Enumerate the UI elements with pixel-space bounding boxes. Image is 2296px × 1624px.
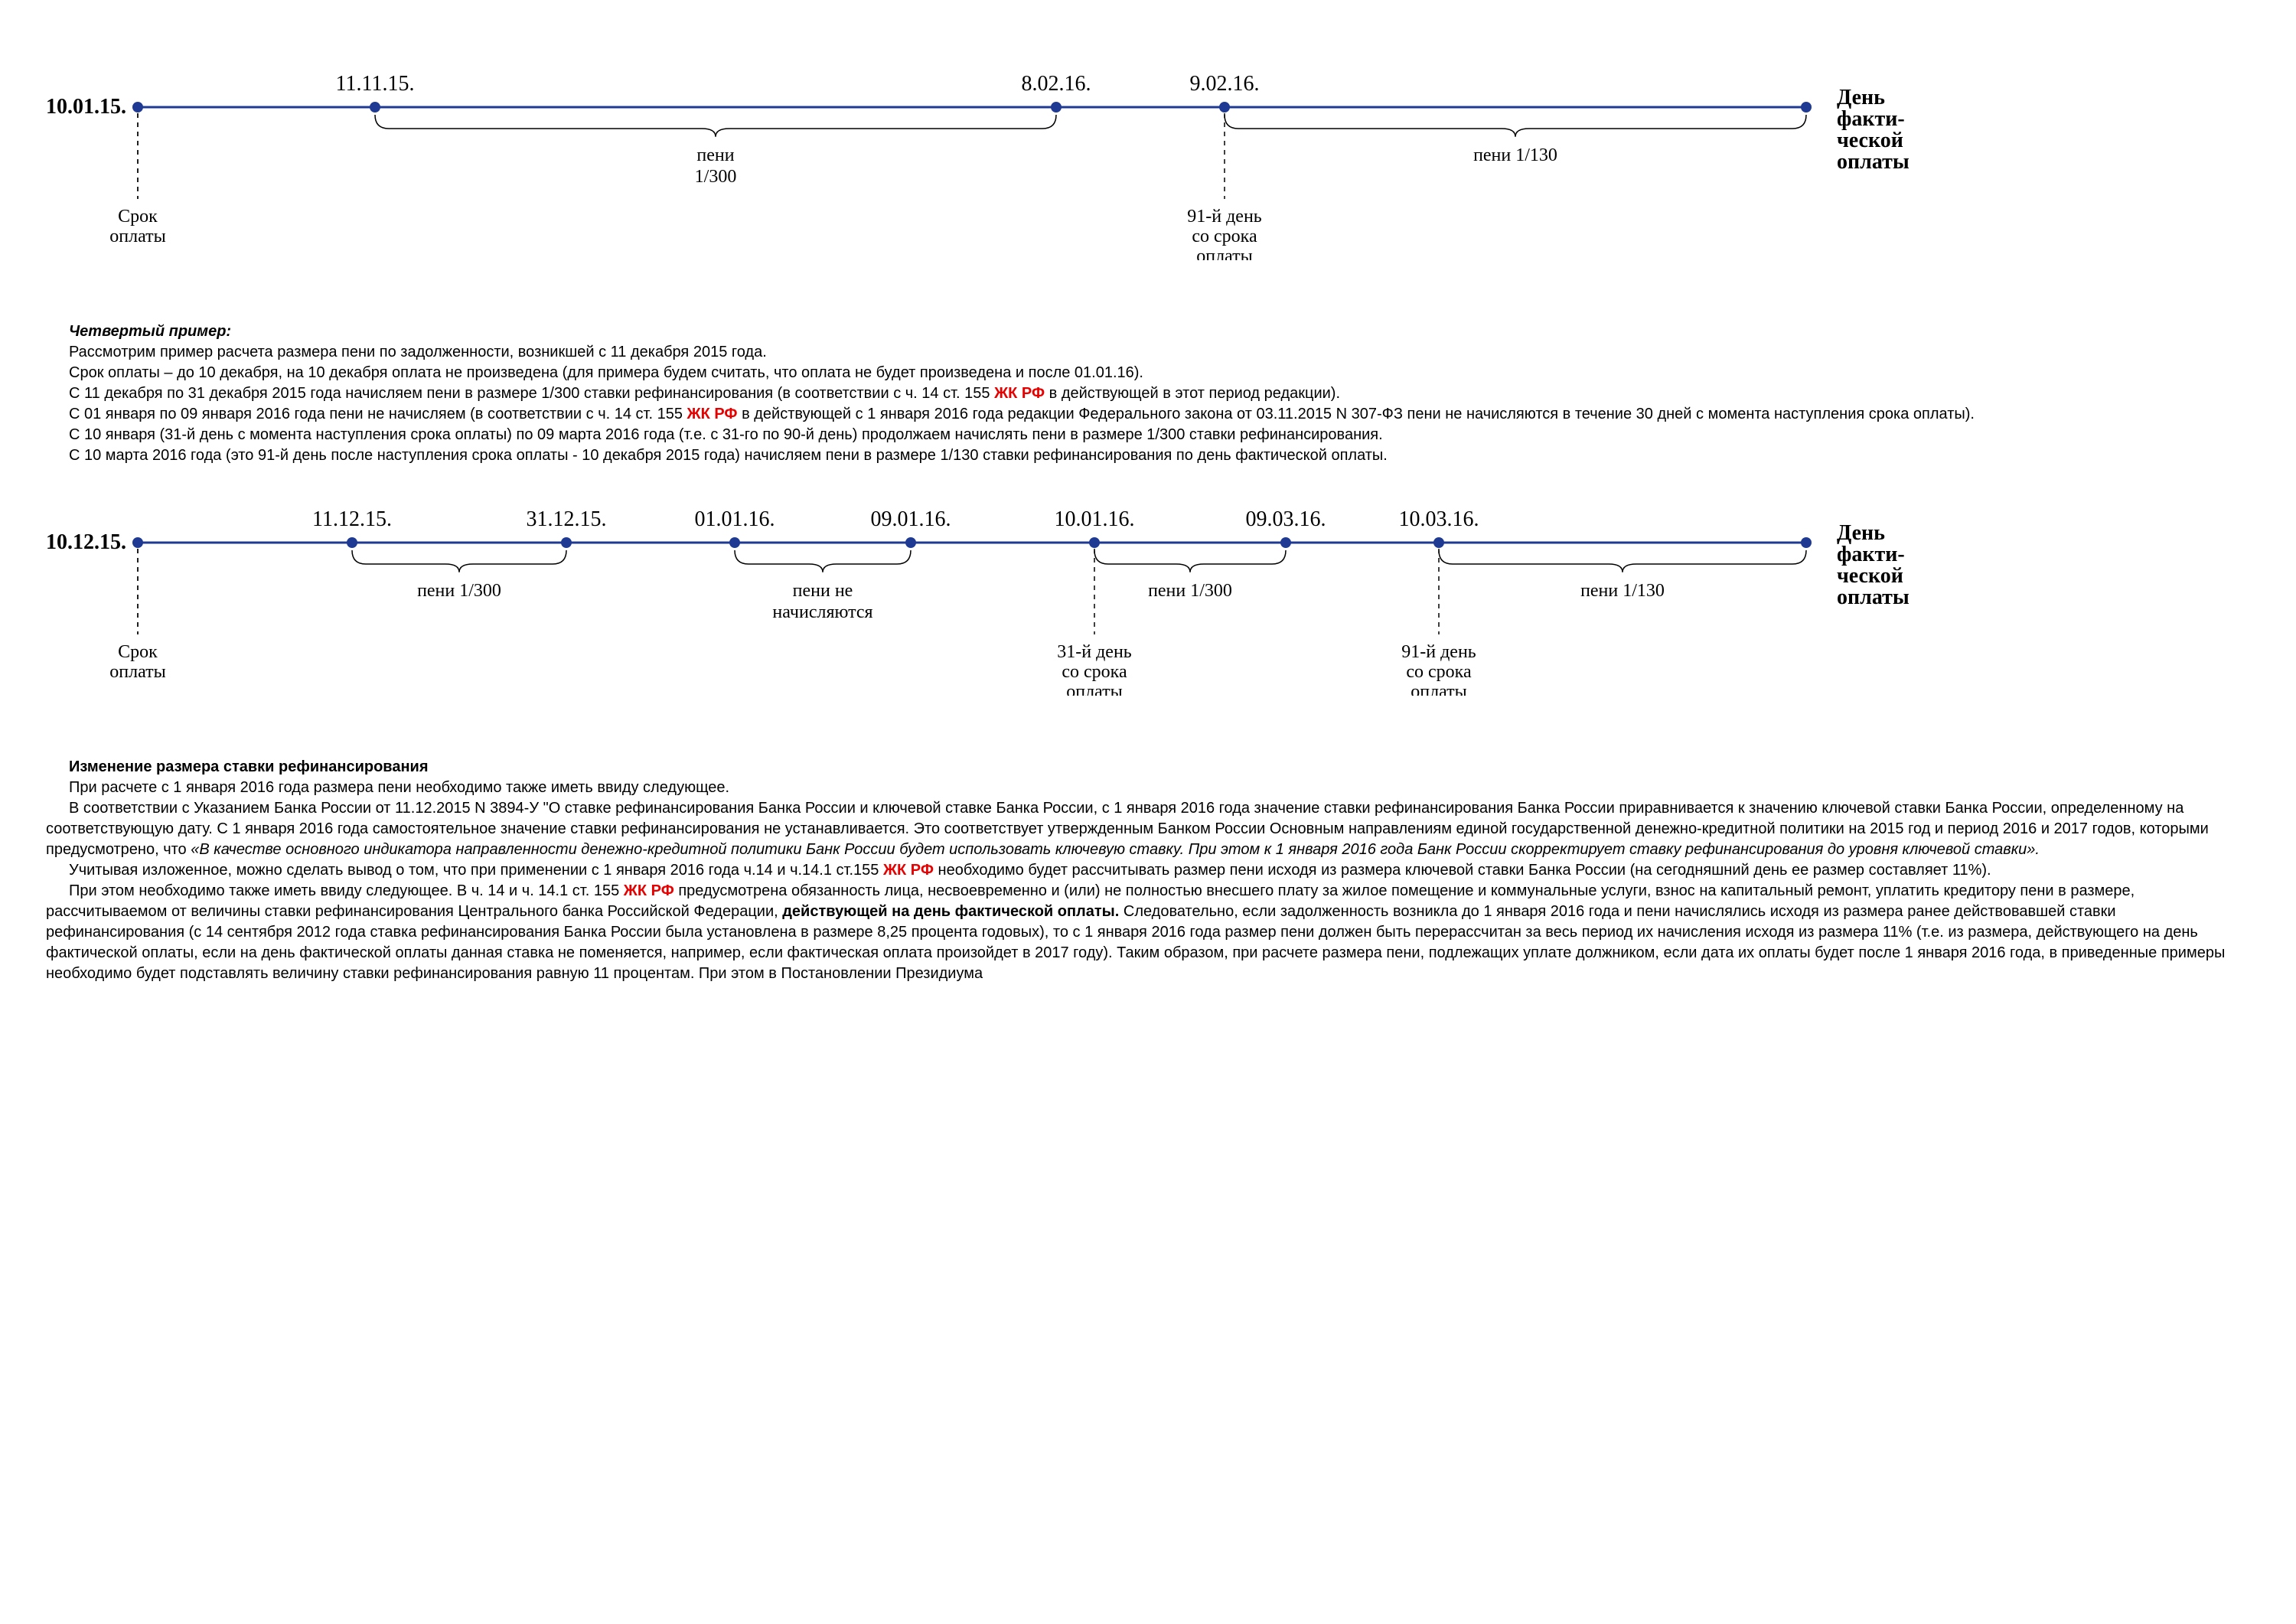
svg-text:со срока: со срока <box>1406 662 1472 682</box>
svg-text:ческой: ческой <box>1837 564 1903 588</box>
svg-text:оплаты: оплаты <box>1837 150 1910 174</box>
svg-text:оплаты: оплаты <box>1837 585 1910 609</box>
rate-change-section: Изменение размера ставки рефинансировани… <box>46 757 2250 984</box>
example-4-text: Четвертый пример: Рассмотрим пример расч… <box>46 321 2250 466</box>
rate-title: Изменение размера ставки рефинансировани… <box>69 758 429 775</box>
svg-text:09.03.16.: 09.03.16. <box>1246 507 1326 531</box>
svg-text:оплаты: оплаты <box>1411 682 1466 696</box>
svg-text:1/300: 1/300 <box>695 167 737 187</box>
svg-text:пени 1/300: пени 1/300 <box>1148 581 1232 601</box>
svg-text:Срок: Срок <box>118 642 158 662</box>
example-4-p6: С 10 марта 2016 года (это 91-й день посл… <box>46 445 2250 466</box>
zhk-rf-ref: ЖК РФ <box>994 385 1045 402</box>
svg-text:пени 1/300: пени 1/300 <box>417 581 501 601</box>
svg-text:пени 1/130: пени 1/130 <box>1580 581 1665 601</box>
rate-p2: В соответствии с Указанием Банка России … <box>46 798 2250 860</box>
timeline-2: 10.12.15.Срокоплаты11.12.15.31.12.15.01.… <box>46 497 2250 696</box>
example-4-p3: С 11 декабря по 31 декабря 2015 года нач… <box>46 383 2250 404</box>
svg-text:оплаты: оплаты <box>1066 682 1122 696</box>
svg-text:91-й день: 91-й день <box>1401 642 1476 662</box>
svg-text:Срок: Срок <box>118 207 158 227</box>
rate-p3: Учитывая изложенное, можно сделать вывод… <box>46 860 2250 881</box>
rate-p4: При этом необходимо также иметь ввиду сл… <box>46 881 2250 984</box>
svg-text:со срока: со срока <box>1062 662 1127 682</box>
timeline-1: 10.01.15.Срокоплаты11.11.15.8.02.16.9.02… <box>46 61 2250 260</box>
svg-text:01.01.16.: 01.01.16. <box>695 507 775 531</box>
zhk-rf-ref: ЖК РФ <box>883 862 934 879</box>
svg-text:11.11.15.: 11.11.15. <box>336 72 415 96</box>
example-4-p4: С 01 января по 09 января 2016 года пени … <box>46 404 2250 425</box>
svg-text:31-й день: 31-й день <box>1057 642 1132 662</box>
example-4-p2: Срок оплаты – до 10 декабря, на 10 декаб… <box>46 363 2250 383</box>
svg-text:оплаты: оплаты <box>109 227 165 246</box>
svg-text:факти-: факти- <box>1837 543 1905 566</box>
svg-text:8.02.16.: 8.02.16. <box>1022 72 1091 96</box>
svg-text:пени не: пени не <box>793 581 853 601</box>
svg-text:10.01.16.: 10.01.16. <box>1055 507 1135 531</box>
svg-text:оплаты: оплаты <box>1196 246 1252 260</box>
svg-text:День: День <box>1837 86 1885 109</box>
svg-text:11.12.15.: 11.12.15. <box>312 507 392 531</box>
svg-text:ческой: ческой <box>1837 129 1903 152</box>
svg-text:09.01.16.: 09.01.16. <box>871 507 951 531</box>
svg-text:9.02.16.: 9.02.16. <box>1190 72 1260 96</box>
svg-text:факти-: факти- <box>1837 107 1905 131</box>
svg-text:31.12.15.: 31.12.15. <box>527 507 607 531</box>
zhk-rf-ref: ЖК РФ <box>687 406 738 422</box>
example-4-p1: Рассмотрим пример расчета размера пени п… <box>46 342 2250 363</box>
svg-text:День: День <box>1837 521 1885 545</box>
rate-p1: При расчете с 1 января 2016 года размера… <box>46 778 2250 798</box>
svg-text:10.01.15.: 10.01.15. <box>46 95 126 119</box>
svg-text:пени: пени <box>696 145 734 165</box>
svg-text:10.03.16.: 10.03.16. <box>1399 507 1479 531</box>
example-4-p5: С 10 января (31-й день с момента наступл… <box>46 425 2250 445</box>
example-4-title: Четвертый пример: <box>69 323 231 340</box>
svg-text:оплаты: оплаты <box>109 662 165 682</box>
svg-text:со срока: со срока <box>1192 227 1257 246</box>
svg-text:91-й день: 91-й день <box>1187 207 1262 227</box>
svg-text:пени 1/130: пени 1/130 <box>1473 145 1557 165</box>
svg-text:10.12.15.: 10.12.15. <box>46 530 126 554</box>
svg-text:начисляются: начисляются <box>772 602 872 622</box>
zhk-rf-ref: ЖК РФ <box>624 882 674 899</box>
